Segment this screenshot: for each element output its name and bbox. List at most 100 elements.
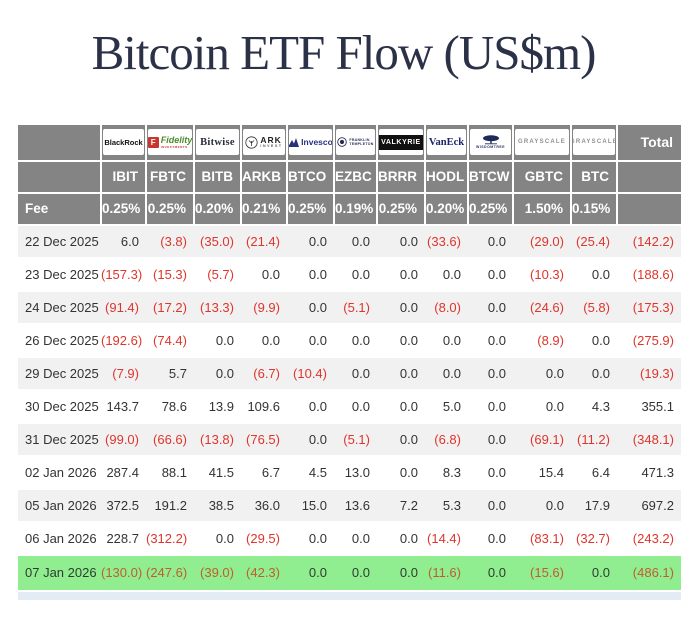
ark-circle-icon: [245, 136, 258, 149]
issuer-cell: Invesco: [287, 124, 335, 162]
vaneck-logo-box: VanEck: [427, 129, 466, 156]
table-row: 29 Dec 2025 (7.9) 5.7 0.0 (6.7) (10.4) 0.0 0.0 0…: [18, 356, 681, 390]
flow-value: 355.1: [641, 398, 674, 414]
table-row: 02 Jan 2026 287.4 88.1 41.5 6.7 4.5 13.0 0.0 8.3…: [18, 456, 681, 489]
fee-value: 0.20%: [194, 192, 242, 226]
flow-value: 0.0: [308, 299, 327, 315]
issuer-cell: FRANKLIN TEMPLETON: [334, 124, 378, 162]
flow-value: 0.0: [308, 565, 327, 581]
table-row: 06 Jan 2026 228.7 (312.2) 0.0 (29.5) 0.0 0.0 0.…: [18, 522, 681, 555]
issuer-cell: VALKYRIE: [377, 124, 426, 162]
invesco-logo-box: Invesco: [289, 129, 332, 156]
flow-value: (66.6): [153, 431, 187, 447]
flow-value: (15.3): [153, 266, 187, 282]
ticker-header: FBTC: [146, 160, 195, 194]
flow-value: 0.0: [399, 365, 418, 381]
row-date: 22 Dec 2025: [25, 233, 99, 249]
flow-value: 5.3: [442, 497, 461, 513]
flow-value: 0.0: [442, 332, 461, 348]
flow-value: (91.4): [105, 299, 139, 315]
flow-value: 0.0: [351, 266, 370, 282]
issuer-cell: WISDOMTREE: [468, 124, 514, 162]
flow-value: (192.6): [101, 332, 143, 348]
vaneck-logo: VanEck: [428, 136, 465, 148]
row-date: 30 Dec 2025: [25, 398, 99, 414]
ticker-header: BTCW: [468, 160, 514, 194]
flow-value: 4.3: [591, 398, 610, 414]
table-row: 22 Dec 2025 6.0 (3.8) (35.0) (21.4) 0.0 0.0 0.0…: [18, 224, 681, 258]
flow-value: (39.0): [200, 565, 234, 581]
flow-value: (25.4): [576, 233, 610, 249]
grayscale-logo-box: GRAYSCALE: [573, 129, 615, 156]
flow-value: (15.6): [530, 565, 564, 581]
flow-value: 0.0: [487, 565, 506, 581]
flow-value: 0.0: [487, 530, 506, 546]
flow-value: (10.3): [530, 266, 564, 282]
flow-value: 0.0: [545, 497, 564, 513]
flow-value: 0.0: [399, 332, 418, 348]
ticker-header: ARKB: [241, 160, 288, 194]
wisdomtree-tree-icon: [482, 135, 499, 145]
ticker-header: GBTC: [513, 160, 572, 194]
invesco-logo: Invesco: [289, 137, 332, 147]
page-title: Bitcoin ETF Flow (US$m): [91, 25, 597, 80]
flow-value: 0.0: [399, 464, 418, 480]
fidelity-f-icon: F: [148, 136, 159, 148]
flow-value: (42.3): [246, 565, 280, 581]
grayscale-logo: GRAYSCALE: [573, 139, 615, 146]
flow-value: (5.1): [343, 299, 370, 315]
flow-value: (83.1): [530, 530, 564, 546]
row-date: 26 Dec 2025: [25, 332, 99, 348]
fee-value: 1.50%: [513, 192, 572, 226]
etf-flow-table: BlackRock F Fidelity INVESTMENTS Bitwise ARK I…: [18, 124, 681, 592]
flow-value: 0.0: [487, 233, 506, 249]
wisdomtree-logo: WISDOMTREE: [476, 135, 505, 150]
flow-value: 0.0: [487, 497, 506, 513]
corner-cell: [18, 124, 102, 162]
total-ticker-cell: [617, 160, 681, 194]
flow-value: 0.0: [308, 332, 327, 348]
flow-value: (5.8): [583, 299, 610, 315]
flow-value: (247.6): [146, 565, 188, 581]
flow-value: (348.1): [632, 431, 674, 447]
wisdomtree-logo-box: WISDOMTREE: [470, 129, 511, 156]
issuer-cell: ARK INVEST: [241, 124, 288, 162]
row-date: 02 Jan 2026: [25, 464, 97, 480]
blackrock-logo-box: BlackRock: [103, 129, 144, 156]
flow-value: (5.7): [207, 266, 234, 282]
issuer-cell: Bitwise: [194, 124, 242, 162]
flow-value: 7.2: [399, 497, 418, 513]
partial-next-row: [18, 591, 681, 600]
flow-value: (3.8): [160, 233, 187, 249]
invesco-mountain-icon: [289, 137, 300, 147]
franklin-templeton-icon: [337, 137, 348, 148]
flow-value: 0.0: [351, 565, 370, 581]
valkyrie-logo-box: VALKYRIE: [379, 129, 423, 156]
flow-value: 15.0: [301, 497, 327, 513]
flow-value: 0.0: [351, 530, 370, 546]
flow-value: (7.9): [112, 365, 139, 381]
flow-value: 0.0: [399, 266, 418, 282]
franklin-templeton-logo: FRANKLIN TEMPLETON: [337, 137, 373, 148]
ticker-header: HODL: [425, 160, 469, 194]
ark-logo-box: ARK INVEST: [243, 129, 285, 156]
issuer-cell: F Fidelity INVESTMENTS: [146, 124, 195, 162]
flow-value: (76.5): [246, 431, 280, 447]
issuer-cell: GRAYSCALE: [513, 124, 572, 162]
fidelity-logo: F Fidelity INVESTMENTS: [148, 135, 192, 149]
flow-value: 0.0: [351, 233, 370, 249]
flow-value: 287.4: [106, 464, 139, 480]
flow-value: (17.2): [153, 299, 187, 315]
flow-value: 0.0: [545, 398, 564, 414]
logo-row: BlackRock F Fidelity INVESTMENTS Bitwise ARK I…: [18, 124, 681, 162]
table-row: 26 Dec 2025 (192.6) (74.4) 0.0 0.0 0.0 0.0 0.0 0…: [18, 324, 681, 357]
fee-row: Fee 0.25% 0.25% 0.20% 0.21% 0.25% 0.19% 0.25% 0.…: [18, 192, 681, 226]
ark-invest-logo: ARK INVEST: [245, 136, 282, 149]
flow-value: 0.0: [215, 530, 234, 546]
valkyrie-logo: VALKYRIE: [379, 134, 423, 150]
blackrock-logo: BlackRock: [104, 137, 143, 147]
flow-value: (24.6): [530, 299, 564, 315]
flow-value: (32.7): [576, 530, 610, 546]
flow-value: 0.0: [487, 365, 506, 381]
flow-value: 0.0: [399, 431, 418, 447]
